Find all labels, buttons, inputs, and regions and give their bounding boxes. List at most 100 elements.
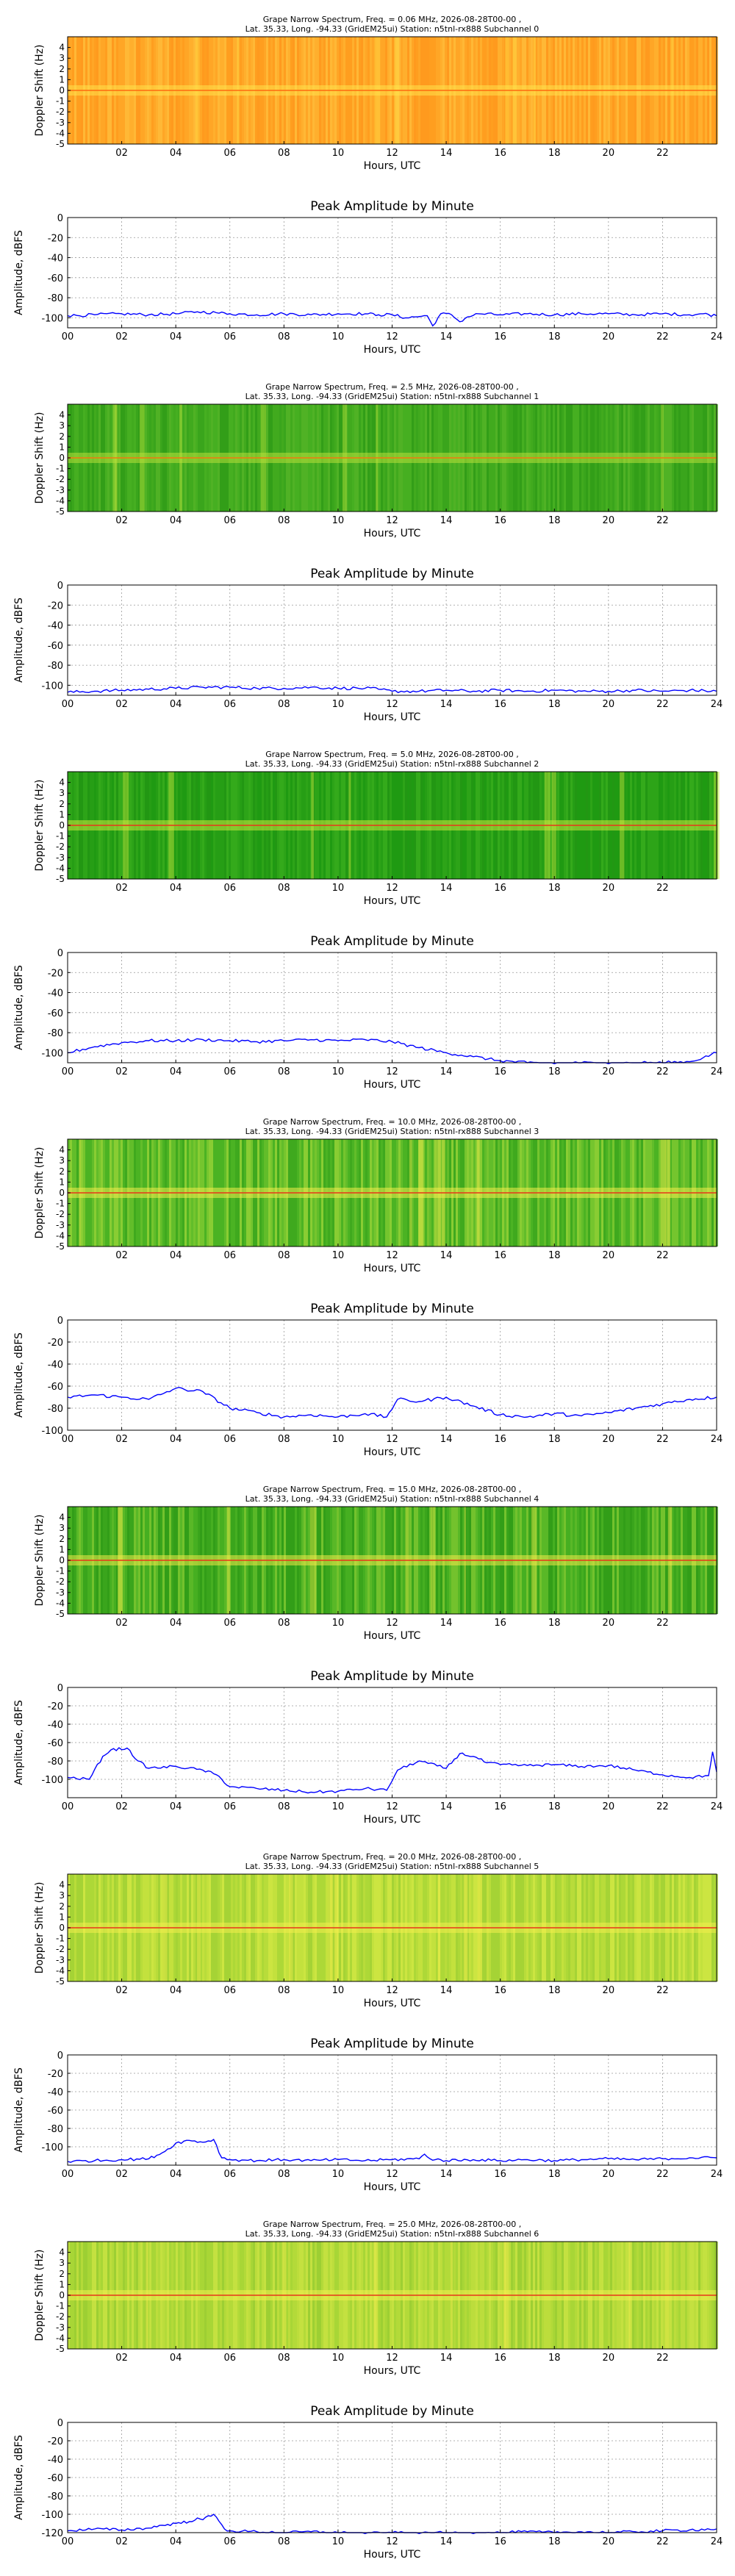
spectrum-ytick: 2: [59, 431, 65, 442]
spectrum-xtick: 10: [332, 2353, 345, 2364]
spectrum-xtick: 02: [115, 1985, 128, 1996]
spectrum-xtick: 16: [494, 1618, 506, 1629]
spectrum-xtick: 22: [656, 148, 669, 159]
amplitude-ytick: -20: [48, 233, 63, 244]
spectrum-xtick: 14: [440, 2353, 453, 2364]
amplitude-ytick: -20: [48, 2069, 63, 2080]
spectrum-xtick: 06: [223, 2353, 236, 2364]
amplitude-ytick: -100: [41, 1775, 63, 1786]
spectrum-ylabel: Doppler Shift (Hz): [34, 2250, 46, 2342]
spectrum-subtitle: Lat. 35.33, Long. -94.33 (GridEM25ui) St…: [245, 759, 539, 769]
spectrum-ytick: 2: [59, 64, 65, 74]
amplitude-ylabel: Amplitude, dBFS: [13, 598, 25, 683]
amplitude-ytick: -100: [41, 2142, 63, 2153]
amplitude-xtick: 10: [332, 2169, 345, 2180]
spectrum-xtick: 18: [548, 1250, 561, 1261]
spectrum-ytick: 1: [59, 442, 65, 452]
amplitude-xtick: 12: [386, 1801, 398, 1812]
spectrum-panel-0: Grape Narrow Spectrum, Freq. = 0.06 MHz,…: [34, 15, 718, 172]
amplitude-xtick: 22: [656, 2536, 669, 2547]
spectrum-xtick: 10: [332, 883, 345, 894]
amplitude-ytick: 0: [57, 2418, 63, 2429]
spectrum-xlabel: Hours, UTC: [364, 1998, 421, 2009]
amplitude-title: Peak Amplitude by Minute: [310, 199, 474, 214]
amplitude-series-line: [67, 1386, 717, 1419]
spectrum-xtick: 02: [115, 2353, 128, 2364]
spectrum-ylabel: Doppler Shift (Hz): [34, 1882, 46, 1974]
spectrum-ytick: 0: [59, 2290, 65, 2300]
amplitude-ytick: 0: [57, 213, 63, 224]
amplitude-xtick: 12: [386, 2536, 398, 2547]
spectrum-ytick: 2: [59, 1166, 65, 1177]
spectrum-xtick: 18: [548, 515, 561, 526]
amplitude-ytick: -100: [41, 2510, 63, 2521]
amplitude-xtick: 00: [62, 1801, 74, 1812]
spectrum-ytick: -1: [56, 96, 65, 107]
amplitude-xtick: 04: [170, 1434, 182, 1445]
spectrum-xtick: 18: [548, 148, 561, 159]
spectrum-ytick: 0: [59, 1188, 65, 1198]
amplitude-ylabel: Amplitude, dBFS: [13, 965, 25, 1050]
amplitude-xtick: 20: [603, 1066, 615, 1077]
amplitude-title: Peak Amplitude by Minute: [310, 2037, 474, 2051]
amplitude-xtick: 24: [711, 2169, 723, 2180]
spectrum-xtick: 04: [170, 883, 182, 894]
spectrum-xtick: 22: [656, 515, 669, 526]
amplitude-xtick: 04: [170, 331, 182, 342]
spectrum-panel-6: Grape Narrow Spectrum, Freq. = 25.0 MHz,…: [34, 2220, 718, 2377]
amplitude-ytick: -40: [48, 2455, 63, 2466]
amplitude-xtick: 00: [62, 331, 74, 342]
amplitude-ytick: -40: [48, 1360, 63, 1371]
amplitude-grid: [67, 217, 717, 328]
spectrum-xtick: 14: [440, 515, 453, 526]
spectrum-title: Grape Narrow Spectrum, Freq. = 15.0 MHz,…: [263, 1485, 522, 1494]
amplitude-panel-2: Peak Amplitude by Minute 0 -20 -40 -60 -80 -10…: [13, 934, 723, 1091]
spectrum-ytick: -3: [56, 118, 65, 128]
amplitude-xtick: 06: [223, 2169, 236, 2180]
amplitude-panel-1: Peak Amplitude by Minute 0 -20 -40 -60 -80 -10…: [13, 567, 723, 723]
spectrum-ytick: 4: [59, 1513, 65, 1523]
amplitude-xtick: 10: [332, 699, 345, 710]
spectrum-subtitle: Lat. 35.33, Long. -94.33 (GridEM25ui) St…: [245, 1494, 539, 1504]
spectrum-xtick: 06: [223, 1618, 236, 1629]
amplitude-series-line: [67, 1747, 717, 1794]
spectrum-ytick: -1: [56, 1199, 65, 1209]
spectrum-ytick: 1: [59, 1177, 65, 1187]
spectrum-xtick: 12: [386, 883, 398, 894]
amplitude-xtick: 08: [278, 699, 290, 710]
spectrum-xtick: 14: [440, 1250, 453, 1261]
spectrum-ytick: 4: [59, 2247, 65, 2258]
spectrum-xtick: 14: [440, 1618, 453, 1629]
spectrum-xtick: 08: [278, 1618, 290, 1629]
spectrum-xtick: 08: [278, 1985, 290, 1996]
amplitude-series-line: [67, 685, 717, 694]
amplitude-ylabel: Amplitude, dBFS: [13, 1332, 25, 1418]
amplitude-ytick: -60: [48, 1382, 63, 1393]
spectrum-ytick: -1: [56, 1566, 65, 1576]
amplitude-xtick: 16: [494, 331, 506, 342]
spectrum-ytick: -4: [56, 495, 65, 506]
amplitude-xtick: 14: [440, 1434, 453, 1445]
spectrum-ytick: 3: [59, 788, 65, 798]
spectrum-xtick: 16: [494, 1250, 506, 1261]
spectrum-ytick: 0: [59, 1923, 65, 1933]
amplitude-xtick: 18: [548, 1434, 561, 1445]
spectrum-ytick: -5: [56, 1976, 65, 1987]
amplitude-xtick: 06: [223, 1434, 236, 1445]
amplitude-xtick: 00: [62, 2536, 74, 2547]
amplitude-xtick: 00: [62, 2169, 74, 2180]
amplitude-ytick: -120: [41, 2528, 63, 2539]
spectrum-ytick: -4: [56, 128, 65, 138]
spectrum-xlabel: Hours, UTC: [364, 895, 421, 907]
spectrum-ytick: -5: [56, 1609, 65, 1619]
spectrum-xtick: 16: [494, 515, 506, 526]
spectrum-ytick: 3: [59, 1890, 65, 1901]
amplitude-xtick: 10: [332, 1434, 345, 1445]
amplitude-ytick: 0: [57, 948, 63, 959]
spectrum-xtick: 02: [115, 515, 128, 526]
spectrum-ytick: -5: [56, 874, 65, 884]
amplitude-xtick: 24: [711, 1434, 723, 1445]
amplitude-xtick: 22: [656, 699, 669, 710]
spectrum-title: Grape Narrow Spectrum, Freq. = 10.0 MHz,…: [263, 1117, 522, 1127]
